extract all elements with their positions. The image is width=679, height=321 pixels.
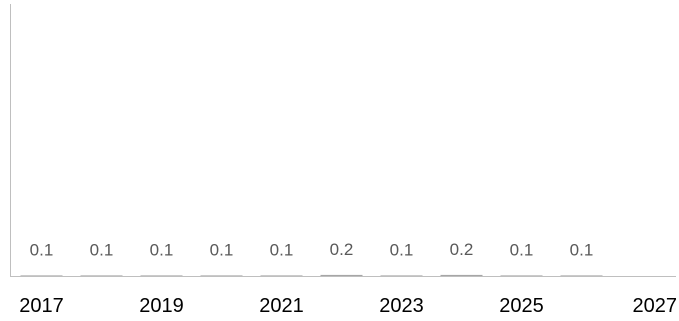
data-label-2021: 0.1 — [270, 240, 294, 259]
x-tick-labels-group: 2017 2019 2021 2023 2025 2027 — [19, 295, 677, 317]
data-label-2025: 0.1 — [510, 240, 534, 259]
bar-2022 — [320, 274, 363, 276]
bar-2020 — [200, 275, 243, 276]
bars-group — [20, 274, 603, 276]
bar-2017 — [20, 275, 63, 276]
data-label-2020: 0.1 — [210, 240, 234, 259]
data-label-2017: 0.1 — [30, 240, 54, 259]
data-label-2018: 0.1 — [90, 240, 114, 259]
data-label-2023: 0.1 — [390, 240, 414, 259]
x-tick-label-2025: 2025 — [499, 295, 544, 317]
bar-2025 — [500, 275, 543, 276]
x-tick-label-2021: 2021 — [259, 295, 304, 317]
data-label-2026: 0.1 — [570, 240, 594, 259]
bar-2026 — [560, 275, 603, 276]
data-label-2022: 0.2 — [330, 240, 354, 259]
x-tick-label-2027: 2027 — [633, 295, 678, 317]
bar-2021 — [260, 275, 303, 276]
bar-2023 — [380, 275, 423, 276]
bar-2024 — [440, 274, 483, 276]
bar-2019 — [140, 275, 183, 276]
x-tick-label-2017: 2017 — [19, 295, 64, 317]
data-label-2024: 0.2 — [450, 240, 474, 259]
data-label-2019: 0.1 — [150, 240, 174, 259]
data-labels-group: 0.1 0.1 0.1 0.1 0.1 0.2 0.1 0.2 0.1 0.1 — [30, 240, 594, 259]
x-tick-label-2023: 2023 — [379, 295, 424, 317]
bar-2018 — [80, 275, 123, 276]
x-tick-label-2019: 2019 — [139, 295, 184, 317]
